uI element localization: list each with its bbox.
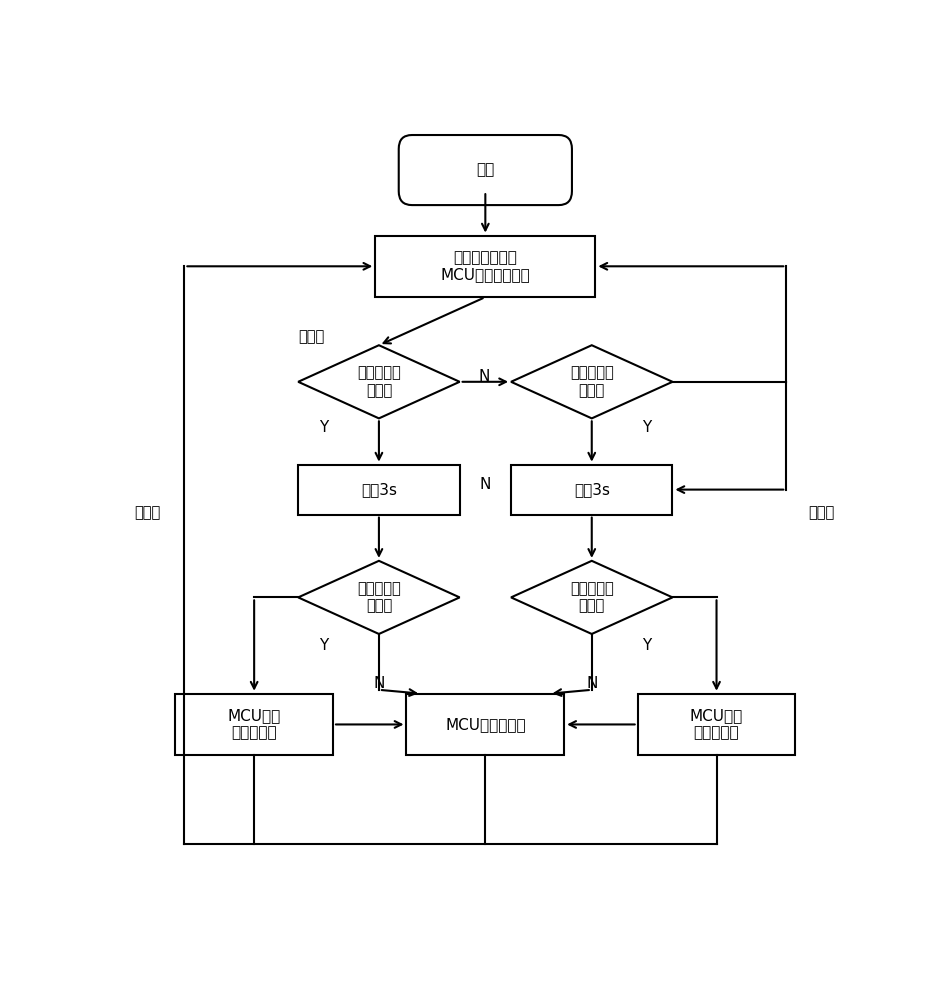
Bar (406, 694, 564, 755)
Polygon shape (298, 345, 459, 418)
Text: Y: Y (319, 420, 329, 436)
Polygon shape (298, 561, 459, 634)
Text: MCU判断
有开机信号: MCU判断 有开机信号 (227, 708, 280, 741)
Text: 延时3s: 延时3s (361, 482, 397, 497)
Bar (298, 465, 459, 515)
Text: 输入信号为
高电平: 输入信号为 高电平 (570, 581, 614, 614)
Bar (637, 694, 795, 755)
Text: MCU判断
有关机信号: MCU判断 有关机信号 (690, 708, 743, 741)
Bar (175, 694, 333, 755)
Text: 输入信号为
低电平: 输入信号为 低电平 (357, 366, 401, 398)
Polygon shape (511, 561, 672, 634)
Text: 输入信号为
高电平: 输入信号为 高电平 (570, 366, 614, 398)
Text: N: N (478, 369, 490, 384)
Text: 第一步: 第一步 (298, 330, 325, 345)
Polygon shape (511, 345, 672, 418)
Text: 检测当前室外机
MCU输入引脚信号: 检测当前室外机 MCU输入引脚信号 (440, 250, 530, 282)
Text: 延时3s: 延时3s (574, 482, 610, 497)
Bar (375, 235, 596, 297)
Text: N: N (479, 477, 491, 492)
Text: 开始: 开始 (476, 163, 494, 178)
FancyBboxPatch shape (399, 135, 572, 205)
Text: 输入信号为
低电平: 输入信号为 低电平 (357, 581, 401, 614)
Text: Y: Y (642, 638, 652, 653)
Bar (511, 465, 672, 515)
Text: Y: Y (642, 420, 652, 436)
Text: MCU维持原判断: MCU维持原判断 (445, 717, 526, 732)
Text: 第三步: 第三步 (809, 505, 834, 520)
Text: 第二步: 第二步 (134, 505, 161, 520)
Text: Y: Y (319, 638, 329, 653)
Text: N: N (586, 676, 598, 691)
Text: N: N (374, 676, 385, 691)
